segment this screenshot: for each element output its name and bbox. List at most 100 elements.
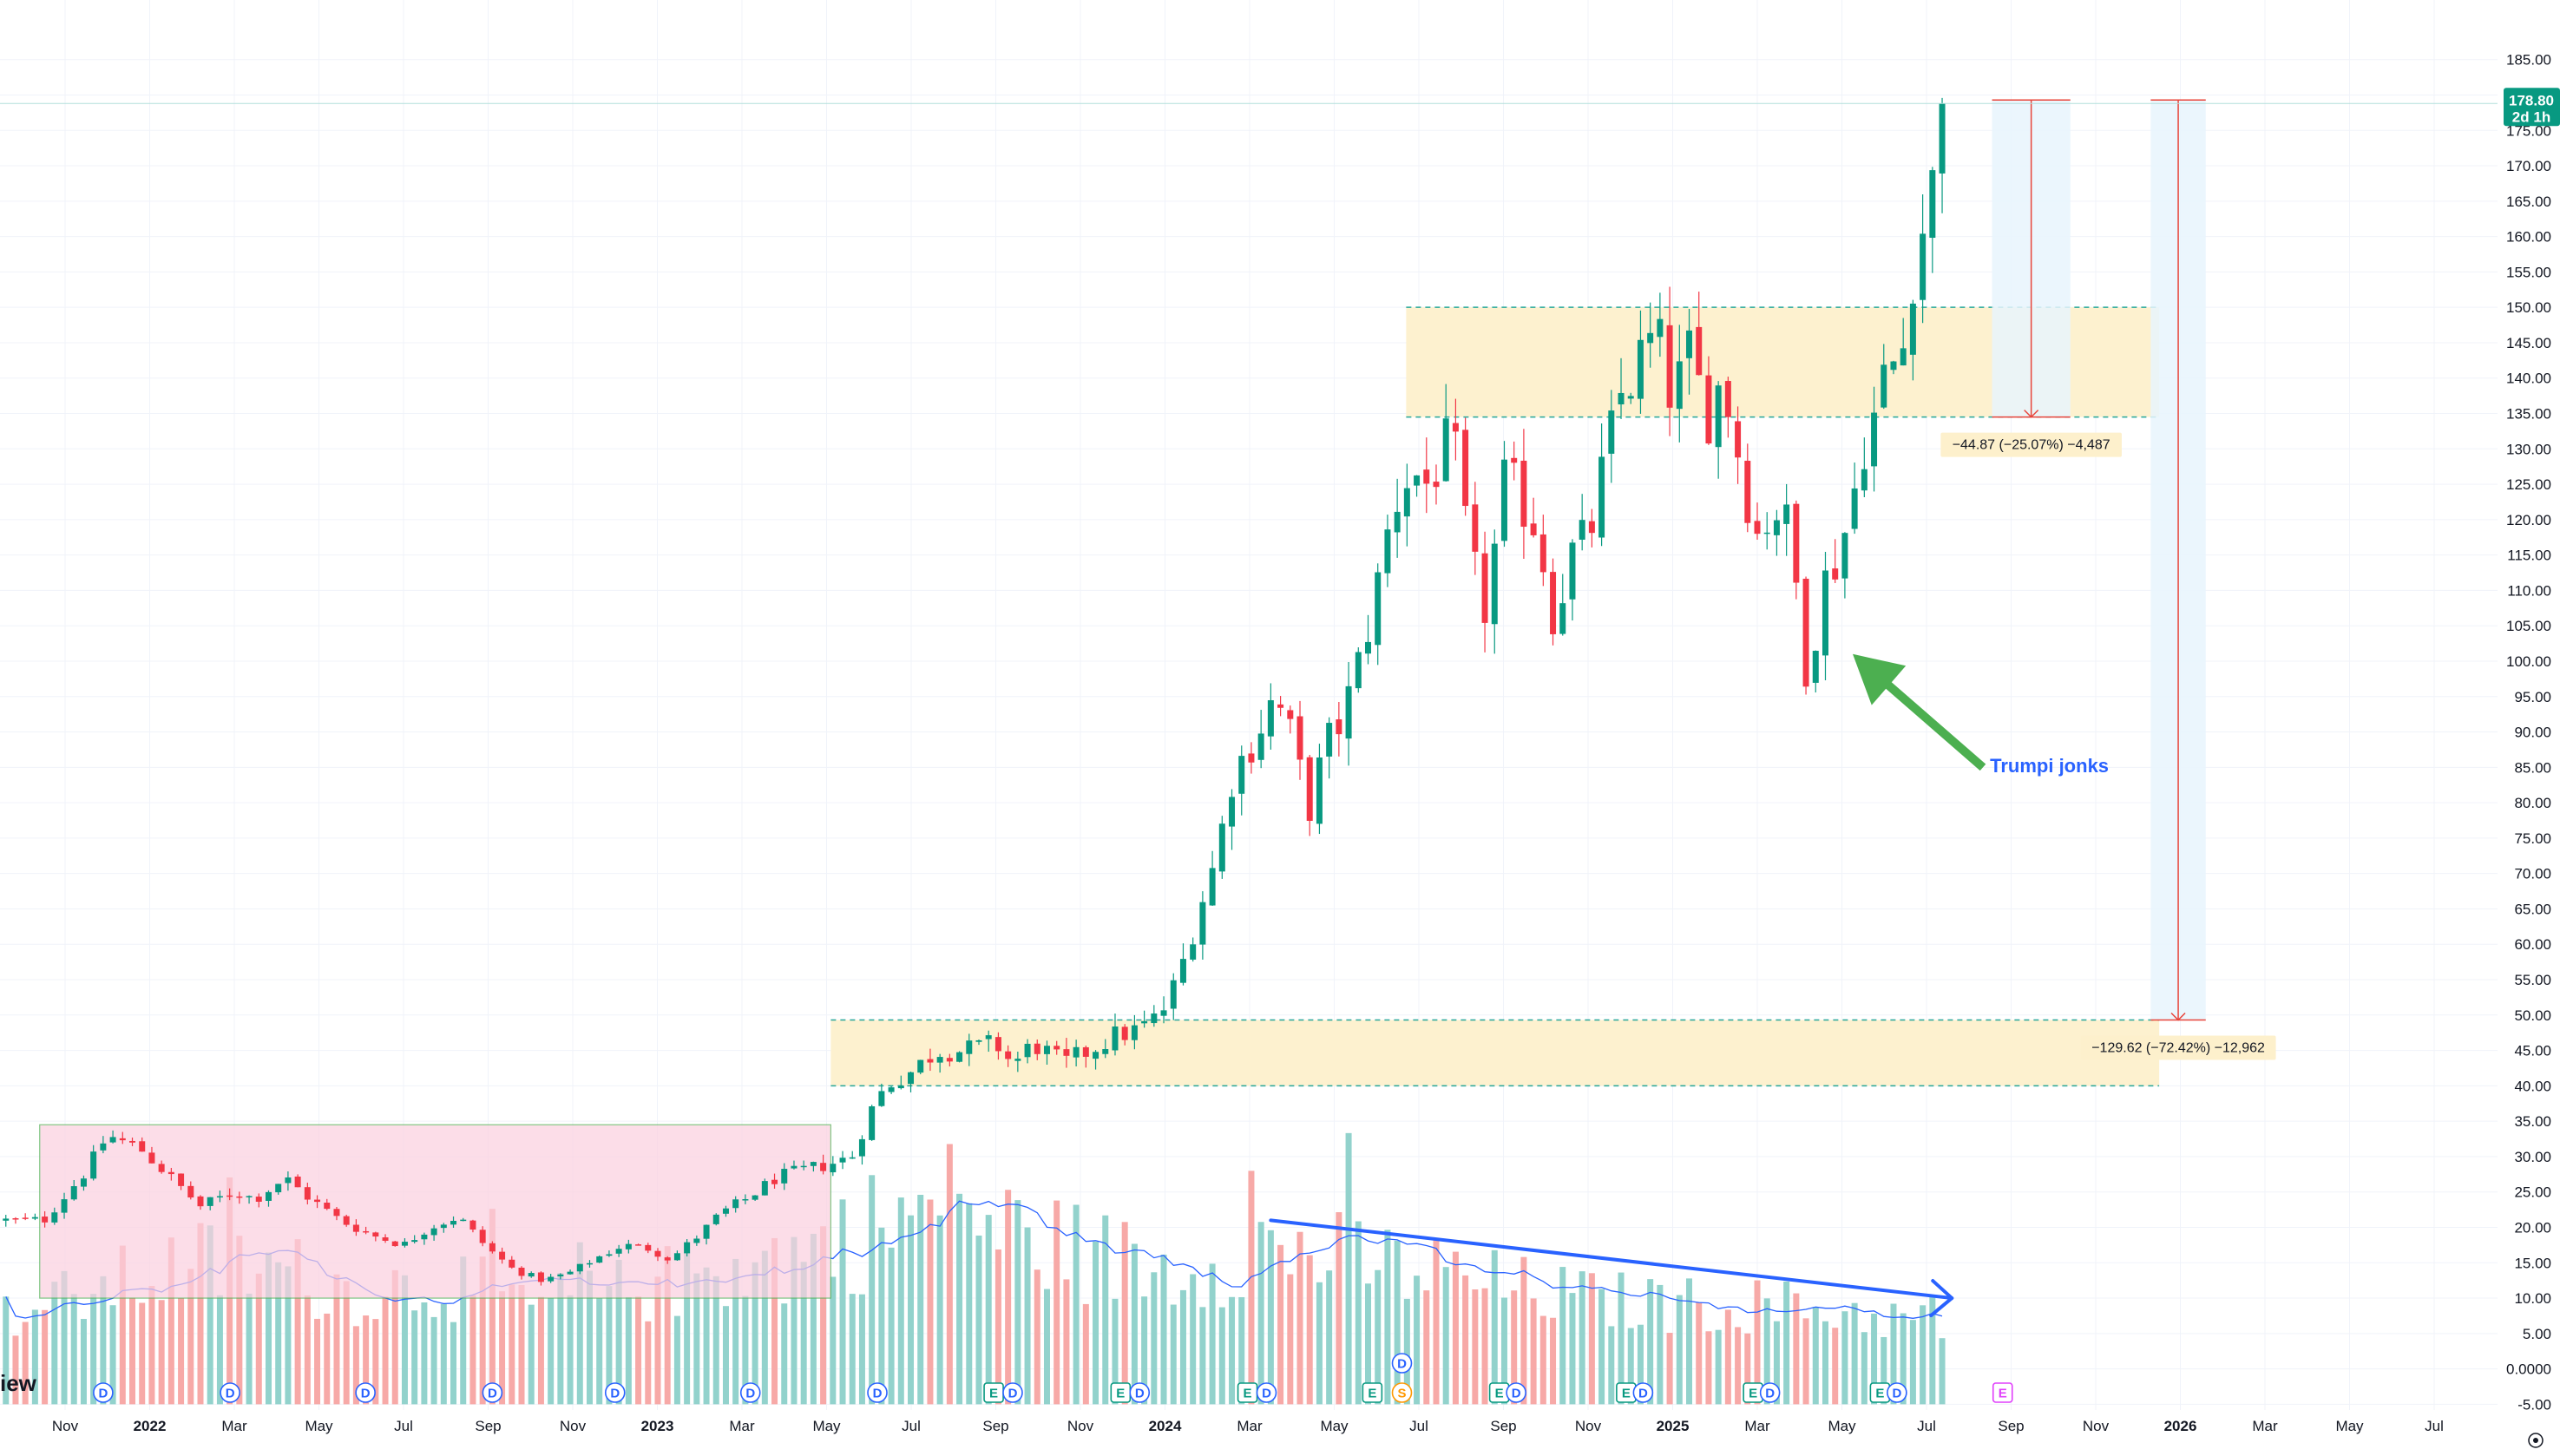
measure-long-arrowhead [2170,1012,2186,1021]
dividend-badge[interactable] [482,1382,503,1403]
candle-body [635,1244,642,1246]
volume-bar [684,1242,691,1405]
dividend-badge[interactable] [867,1382,888,1403]
dividend-badge[interactable] [1129,1382,1151,1403]
volume-bar [1296,1231,1303,1405]
time-tick-label: May [305,1418,333,1434]
time-tick-label: May [2335,1418,2364,1434]
volume-bar [1414,1276,1421,1405]
volume-bar [761,1250,768,1405]
measure-long-label-box [2080,1035,2276,1060]
candle-body [1345,685,1352,739]
candle-body [1005,1051,1012,1059]
candle-body [528,1273,535,1277]
volume-bar [1287,1274,1294,1405]
volume-bar [673,1315,680,1405]
candle-body [1433,482,1440,488]
volume-bar [1102,1215,1109,1405]
volume-bar [1462,1275,1469,1405]
volume-bar [1890,1303,1897,1405]
candle-body [1229,797,1236,827]
volume-bar [1773,1321,1780,1405]
candle-body [401,1242,408,1246]
dividend-badge[interactable] [220,1382,240,1403]
price-tick-label: 160.00 [2506,229,2551,246]
dividend-badge[interactable] [93,1382,114,1403]
candle-body [1209,868,1216,906]
candle-body [1608,410,1615,454]
candle-body [1783,504,1790,524]
dividend-badge[interactable] [1002,1382,1023,1403]
candle-body [469,1220,476,1230]
dividend-badge-letter: D [1008,1387,1018,1401]
candle-body [1179,959,1186,983]
settings-icon[interactable] [2528,1433,2544,1448]
time-tick-label: May [1828,1418,1856,1434]
volume-bar [1763,1298,1770,1405]
volume-bar [1248,1171,1255,1405]
candle-body [1735,421,1742,458]
candle-body [304,1187,311,1200]
candle-body [139,1141,146,1152]
volume-bar [391,1269,398,1405]
earnings-badge-letter: E [1749,1387,1757,1401]
candle-body [1034,1043,1040,1054]
candle-body [324,1203,331,1210]
dividend-badge[interactable] [739,1382,761,1403]
candle-body [1696,326,1703,376]
time-tick-label: Sep [1998,1418,2024,1434]
candle-body [791,1165,798,1169]
candle-body [22,1217,29,1219]
candle-body [440,1224,447,1229]
dividend-badge[interactable] [1759,1382,1781,1403]
time-axis[interactable]: Nov 2022 Mar May Jul Sep Nov 2023 Mar May Jul Sep No… [52,1418,2444,1434]
price-tick-label: 115.00 [2507,548,2551,564]
candle-body [849,1157,856,1159]
volume-bar [1579,1271,1585,1405]
candle-body [363,1230,370,1233]
volume-bar [1550,1317,1557,1405]
volume-bar [51,1282,58,1405]
dividend-badge[interactable] [1632,1382,1654,1403]
measure-short-label-box [1940,432,2122,457]
volume-box-layer [39,1124,831,1299]
dividend-badge[interactable] [355,1382,376,1403]
dividend-badge-letter: D [361,1387,371,1401]
volume-bar [1131,1243,1138,1405]
measurements-layer: −44.87 (−25.07%) −4,487 −129.62 (−72.42%)… [1940,99,2276,1060]
earnings-badge[interactable] [1362,1382,1383,1403]
price-tick-label: 50.00 [2514,1007,2551,1024]
candle-body [372,1232,379,1237]
volume-bar [148,1286,155,1405]
dividend-badge[interactable] [1256,1382,1277,1403]
time-tick-label: May [1320,1418,1349,1434]
volume-bar [752,1262,758,1405]
price-tick-label: 5.00 [2523,1326,2551,1342]
candle-body [90,1151,97,1179]
volume-bar [654,1276,661,1405]
dividend-badge[interactable] [1887,1382,1907,1403]
dividend-badge-letter: D [1262,1387,1271,1401]
dividend-badge-letter: D [873,1387,883,1401]
volume-bar [42,1309,49,1405]
volume-bar [1267,1230,1274,1405]
candle-body [673,1253,680,1261]
dividend-badge[interactable] [1506,1382,1526,1403]
volume-bar [1442,1267,1449,1405]
candle-body [1277,704,1284,708]
split-badge[interactable] [1391,1382,1413,1403]
candle-body [265,1191,272,1201]
candle-body [1500,459,1507,541]
earnings-badge[interactable] [1992,1382,2013,1403]
price-tick-label: 20.00 [2514,1219,2551,1236]
dividend-badge[interactable] [604,1382,626,1403]
volume-bar [927,1199,934,1405]
candle-body [333,1209,340,1217]
dividend-badge[interactable] [1391,1353,1413,1374]
candle-body [956,1052,963,1062]
volume-bar [1802,1318,1809,1405]
volume-bar [1666,1333,1673,1405]
candle-body [314,1199,321,1203]
candle-body [1793,503,1800,583]
